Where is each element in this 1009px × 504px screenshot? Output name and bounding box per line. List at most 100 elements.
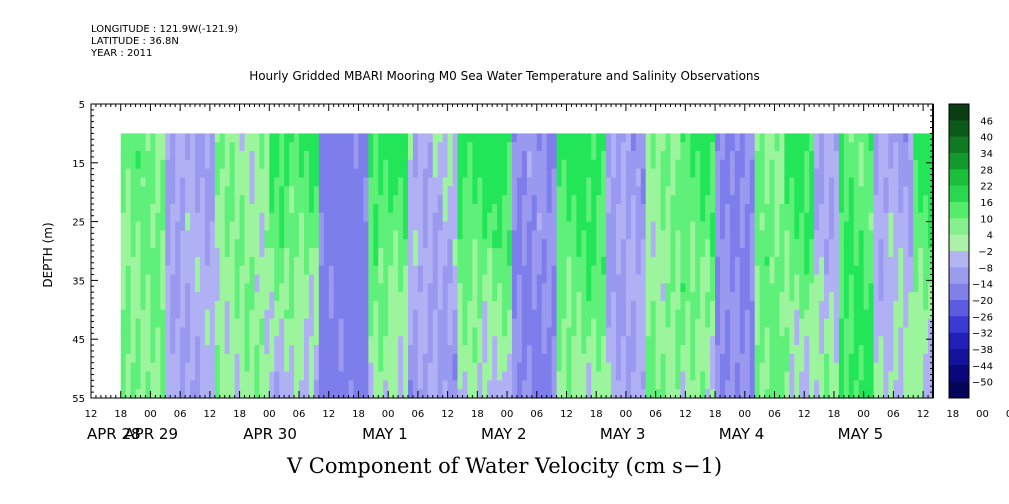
heatmap-cell bbox=[442, 168, 449, 179]
heatmap-cell bbox=[824, 362, 830, 373]
heatmap-cell bbox=[313, 168, 320, 179]
heatmap-cell bbox=[150, 177, 156, 187]
heatmap-cell bbox=[214, 256, 221, 267]
heatmap-cell bbox=[799, 362, 805, 373]
heatmap-cell bbox=[838, 283, 845, 293]
heatmap-cell bbox=[625, 309, 632, 320]
heatmap-cell bbox=[363, 221, 369, 232]
heatmap-cell bbox=[724, 371, 731, 381]
heatmap-cell bbox=[338, 212, 345, 223]
heatmap-cell bbox=[754, 353, 761, 364]
heatmap-cell bbox=[828, 309, 835, 320]
heatmap-cell bbox=[249, 345, 256, 355]
heatmap-cell bbox=[393, 274, 399, 284]
heatmap-cell bbox=[289, 345, 295, 355]
heatmap-cell bbox=[556, 283, 563, 293]
heatmap-cell bbox=[828, 336, 835, 346]
heatmap-cell bbox=[878, 151, 885, 161]
heatmap-cell bbox=[199, 195, 206, 205]
heatmap-cell bbox=[526, 300, 533, 311]
heatmap-cell bbox=[259, 239, 265, 249]
heatmap-cell bbox=[670, 248, 677, 258]
heatmap-cell bbox=[670, 186, 677, 196]
heatmap-cell bbox=[477, 239, 483, 249]
heatmap-cell bbox=[715, 380, 721, 390]
heatmap-cell bbox=[125, 362, 132, 373]
heatmap-cell bbox=[125, 265, 132, 276]
heatmap-cell bbox=[299, 274, 305, 284]
heatmap-cell bbox=[259, 309, 265, 320]
heatmap-cell bbox=[531, 380, 538, 390]
heatmap-cell bbox=[477, 283, 483, 293]
heatmap-cell bbox=[155, 309, 161, 320]
heatmap-cell bbox=[224, 380, 231, 390]
heatmap-cell bbox=[804, 292, 810, 302]
heatmap-cell bbox=[620, 345, 627, 355]
heatmap-cell bbox=[739, 195, 746, 205]
heatmap-cell bbox=[388, 345, 394, 355]
heatmap-cell bbox=[710, 151, 716, 161]
heatmap-cell bbox=[824, 256, 830, 267]
heatmap-cell bbox=[640, 177, 647, 187]
heatmap-cell bbox=[244, 159, 251, 170]
heatmap-cell bbox=[655, 380, 662, 390]
heatmap-cell bbox=[358, 239, 365, 249]
heatmap-cell bbox=[279, 327, 285, 337]
heatmap-cell bbox=[219, 274, 226, 284]
heatmap-cell bbox=[140, 345, 147, 355]
heatmap-cell bbox=[437, 371, 444, 381]
heatmap-cell bbox=[680, 336, 686, 346]
heatmap-cell bbox=[928, 203, 934, 214]
heatmap-cell bbox=[898, 336, 904, 346]
heatmap-cell bbox=[219, 256, 226, 267]
heatmap-cell bbox=[279, 151, 285, 161]
heatmap-cell bbox=[531, 283, 538, 293]
heatmap-cell bbox=[675, 203, 681, 214]
heatmap-cell bbox=[185, 239, 191, 249]
heatmap-cell bbox=[531, 371, 538, 381]
heatmap-cell bbox=[858, 380, 865, 390]
heatmap-cell bbox=[120, 203, 127, 214]
heatmap-cell bbox=[244, 221, 251, 232]
heatmap-cell bbox=[338, 168, 345, 179]
heatmap-cell bbox=[833, 283, 840, 293]
heatmap-cell bbox=[833, 186, 840, 196]
heatmap-cell bbox=[234, 168, 241, 179]
heatmap-cell bbox=[175, 186, 181, 196]
heatmap-cell bbox=[883, 159, 890, 170]
heatmap-cell bbox=[165, 195, 171, 205]
heatmap-cell bbox=[403, 195, 409, 205]
heatmap-cell bbox=[744, 239, 751, 249]
heatmap-cell bbox=[318, 362, 325, 373]
heatmap-cell bbox=[328, 353, 335, 364]
heatmap-cell bbox=[348, 203, 355, 214]
heatmap-cell bbox=[398, 274, 404, 284]
heatmap-cell bbox=[259, 186, 265, 196]
heatmap-cell bbox=[457, 309, 464, 320]
heatmap-cell bbox=[472, 133, 478, 143]
heatmap-cell bbox=[729, 300, 736, 311]
heatmap-cell bbox=[561, 212, 568, 223]
heatmap-cell bbox=[581, 283, 587, 293]
heatmap-cell bbox=[526, 203, 533, 214]
heatmap-cell bbox=[804, 256, 810, 267]
heatmap-cell bbox=[596, 309, 602, 320]
heatmap-cell bbox=[145, 371, 152, 381]
heatmap-cell bbox=[185, 274, 191, 284]
heatmap-cell bbox=[224, 389, 231, 399]
heatmap-cell bbox=[635, 353, 642, 364]
heatmap-cell bbox=[472, 283, 478, 293]
heatmap-cell bbox=[512, 274, 518, 284]
heatmap-cell bbox=[749, 309, 756, 320]
heatmap-cell bbox=[878, 159, 885, 170]
heatmap-cell bbox=[848, 142, 855, 152]
heatmap-cell bbox=[645, 186, 652, 196]
heatmap-cell bbox=[422, 212, 429, 223]
heatmap-cell bbox=[695, 327, 701, 337]
heatmap-cell bbox=[838, 292, 845, 302]
heatmap-cell bbox=[502, 239, 508, 249]
heatmap-cell bbox=[764, 248, 771, 258]
heatmap-cell bbox=[512, 256, 518, 267]
heatmap-cell bbox=[581, 327, 587, 337]
heatmap-cell bbox=[254, 186, 260, 196]
